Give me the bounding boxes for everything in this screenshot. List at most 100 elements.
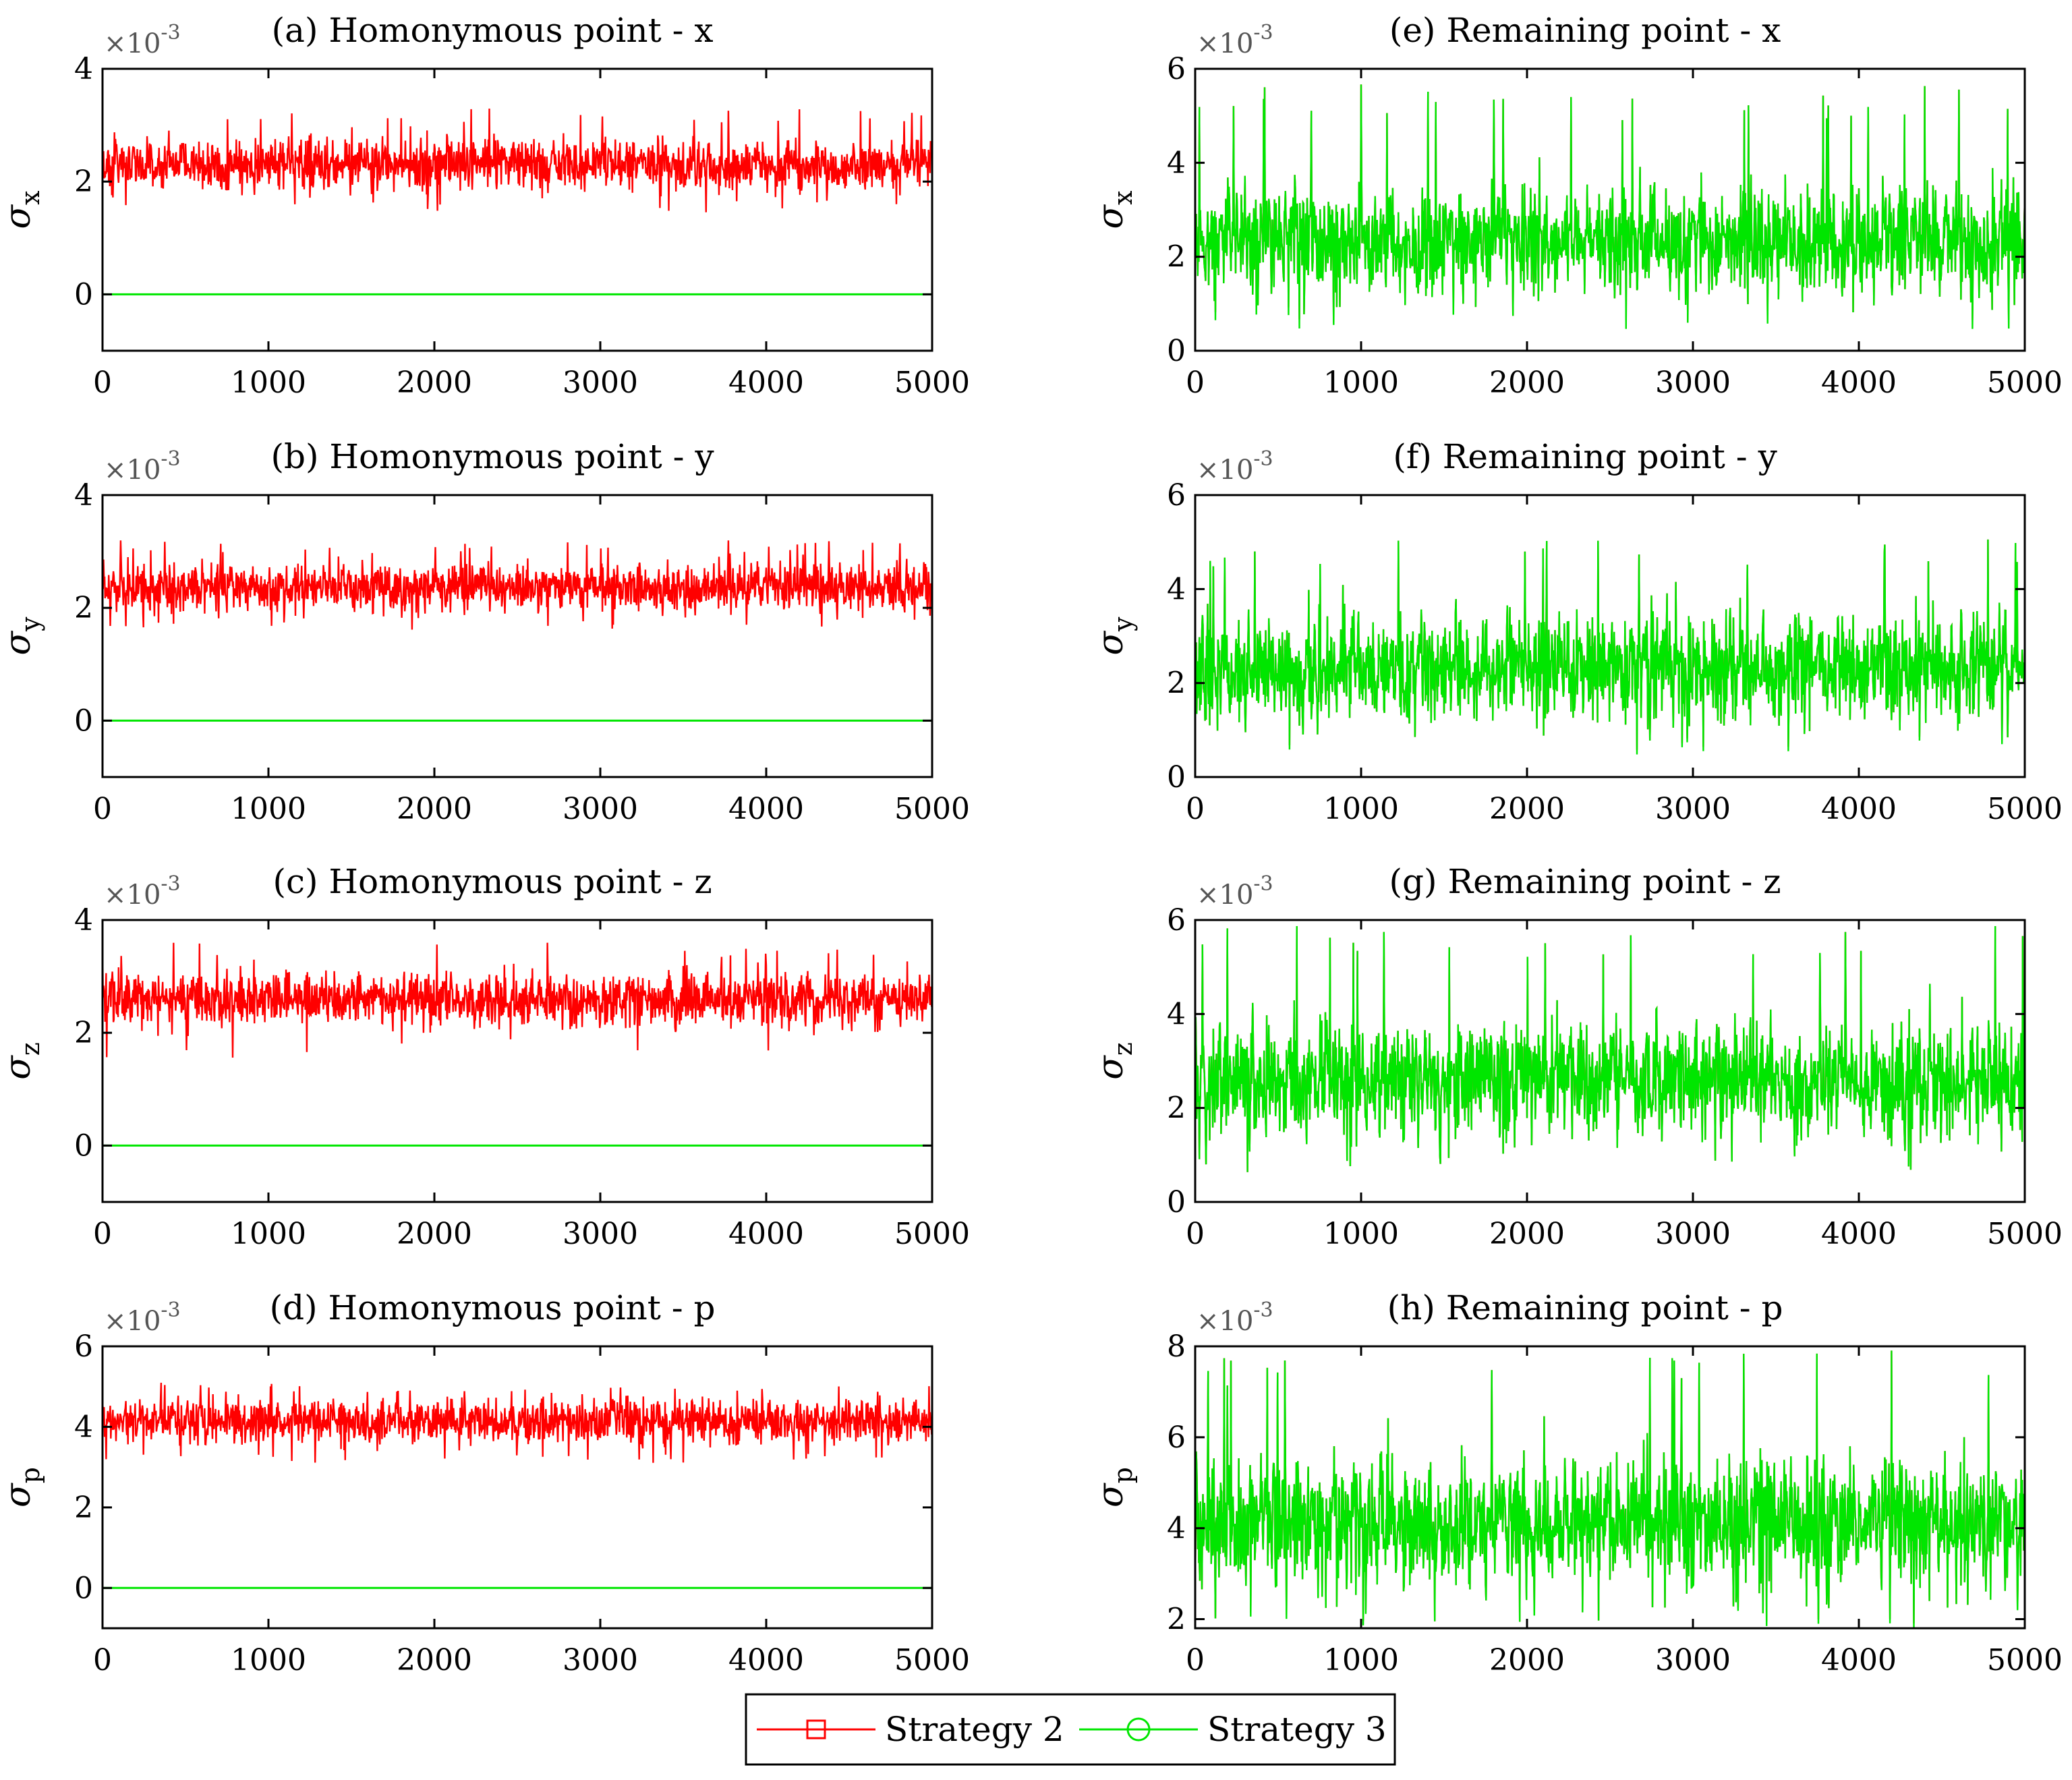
y-scale-exponent-d: -3	[161, 1298, 180, 1322]
axes-box-a	[101, 67, 933, 352]
y-axis-label-d: σp	[0, 1467, 45, 1508]
y-axis-symbol-g: σ	[1091, 1055, 1131, 1080]
y-axis-subscript-d: p	[16, 1467, 45, 1483]
y-scale-factor-a: ×10-3	[104, 21, 181, 59]
y-axis-label-a: σx	[0, 191, 45, 229]
axes-box-f	[1194, 494, 2026, 778]
y-tick-label-g-2: 2	[1167, 1091, 1186, 1126]
x-tick-label-f-3000: 3000	[1655, 792, 1731, 826]
legend-label-strategy-2: Strategy 2	[885, 1710, 1064, 1749]
x-tick-label-a-5000: 5000	[894, 366, 970, 400]
x-tick-label-h-4000: 4000	[1821, 1643, 1897, 1677]
y-scale-factor-g: ×10-3	[1197, 872, 1273, 911]
y-axis-label-b: σy	[0, 616, 45, 656]
y-axis-subscript-b: y	[16, 616, 45, 632]
y-axis-subscript-e: x	[1108, 191, 1138, 205]
y-axis-symbol-f: σ	[1091, 630, 1131, 655]
x-tick-label-c-3000: 3000	[563, 1217, 638, 1251]
y-tick-label-d-4: 4	[74, 1410, 93, 1444]
plot-area-e	[1195, 84, 2025, 329]
x-tick-label-d-0: 0	[93, 1643, 112, 1677]
y-scale-base-c: ×10	[104, 880, 161, 911]
y-scale-base-a: ×10	[104, 28, 161, 59]
legend-marker-square	[806, 1719, 826, 1740]
series-strategy-3-line-e	[1195, 84, 2025, 329]
y-tick-label-a-0: 0	[74, 277, 93, 312]
axes-box-g	[1194, 919, 2026, 1203]
y-tick-label-e-4: 4	[1167, 146, 1186, 180]
x-tick-label-g-0: 0	[1186, 1217, 1205, 1251]
chart-title-c: (c) Homonymous point - z	[272, 862, 712, 901]
y-tick-label-f-6: 6	[1167, 478, 1186, 513]
y-axis-symbol-a: σ	[0, 204, 38, 229]
y-scale-base-e: ×10	[1197, 28, 1253, 59]
plot-area-g	[1195, 925, 2025, 1172]
x-tick-label-b-1000: 1000	[231, 792, 306, 826]
plot-area-b	[103, 540, 932, 722]
x-tick-label-g-4000: 4000	[1821, 1217, 1897, 1251]
y-tick-label-a-2: 2	[74, 165, 93, 199]
y-scale-base-b: ×10	[104, 455, 161, 486]
chart-title-a: (a) Homonymous point - x	[272, 11, 714, 50]
panel-h: 0 1000 2000 3000 4000 5000 2 4 6 8 (h) Remaining p…	[1091, 1288, 2063, 1677]
chart-title-h: (h) Remaining point - p	[1387, 1288, 1783, 1327]
y-axis-symbol-h: σ	[1091, 1483, 1131, 1508]
y-tick-label-h-6: 6	[1167, 1420, 1186, 1455]
y-scale-factor-b: ×10-3	[104, 447, 181, 486]
y-axis-subscript-h: p	[1108, 1467, 1138, 1483]
y-tick-label-b-2: 2	[74, 591, 93, 625]
x-tick-label-c-2000: 2000	[397, 1217, 472, 1251]
x-tick-label-f-2000: 2000	[1489, 792, 1565, 826]
legend: Strategy 2 Strategy 3	[745, 1693, 1396, 1766]
y-tick-label-h-2: 2	[1167, 1603, 1186, 1637]
x-tick-label-f-0: 0	[1186, 792, 1205, 826]
x-tick-label-e-5000: 5000	[1987, 366, 2063, 400]
x-tick-label-b-5000: 5000	[894, 792, 970, 826]
panel-e: 0 1000 2000 3000 4000 5000 0 2 4 6 (e) Remaining p…	[1091, 11, 2063, 400]
series-strategy-2-line-b	[103, 540, 932, 630]
axes-box-c	[101, 919, 933, 1203]
chart-title-b: (b) Homonymous point - y	[271, 437, 715, 476]
x-tick-label-h-1000: 1000	[1323, 1643, 1399, 1677]
chart-title-f: (f) Remaining point - y	[1393, 437, 1777, 476]
y-tick-label-g-6: 6	[1167, 903, 1186, 938]
plot-area-h	[1195, 1350, 2025, 1628]
panel-b: 0 1000 2000 3000 4000 5000 0 2 4 (b) Homonymous p…	[0, 437, 970, 826]
panel-c: 0 1000 2000 3000 4000 5000 0 2 4 (c) Homonymous p…	[0, 862, 970, 1251]
panel-d: 0 1000 2000 3000 4000 5000 0 2 4 6 (d) Homonymous …	[0, 1288, 970, 1677]
y-tick-label-b-4: 4	[74, 478, 93, 513]
y-scale-exponent-e: -3	[1253, 21, 1273, 45]
y-tick-label-e-2: 2	[1167, 240, 1186, 275]
y-tick-label-f-4: 4	[1167, 572, 1186, 606]
x-tick-label-d-2000: 2000	[397, 1643, 472, 1677]
x-tick-label-a-3000: 3000	[563, 366, 638, 400]
series-strategy-2-line-a	[103, 108, 932, 212]
x-tick-label-a-1000: 1000	[231, 366, 306, 400]
x-tick-label-f-4000: 4000	[1821, 792, 1897, 826]
x-tick-label-h-0: 0	[1186, 1643, 1205, 1677]
x-tick-label-d-4000: 4000	[728, 1643, 804, 1677]
y-axis-label-e: σx	[1091, 191, 1138, 229]
y-axis-label-g: σz	[1091, 1042, 1138, 1080]
plot-area-d	[103, 1382, 932, 1589]
x-tick-label-h-5000: 5000	[1987, 1643, 2063, 1677]
y-scale-exponent-h: -3	[1253, 1298, 1273, 1322]
y-scale-exponent-b: -3	[161, 447, 180, 471]
x-tick-label-e-0: 0	[1186, 366, 1205, 400]
y-scale-exponent-a: -3	[161, 21, 180, 45]
y-tick-label-f-2: 2	[1167, 666, 1186, 701]
y-tick-label-b-0: 0	[74, 704, 93, 738]
y-tick-label-g-4: 4	[1167, 997, 1186, 1031]
x-tick-label-a-2000: 2000	[397, 366, 472, 400]
axes-box-e	[1194, 67, 2026, 352]
y-tick-label-e-0: 0	[1167, 334, 1186, 368]
panel-g: 0 1000 2000 3000 4000 5000 0 2 4 6 (g) Remaining p…	[1091, 862, 2063, 1251]
y-tick-label-d-2: 2	[74, 1491, 93, 1525]
chart-title-d: (d) Homonymous point - p	[270, 1288, 716, 1327]
x-tick-label-d-3000: 3000	[563, 1643, 638, 1677]
y-axis-symbol-d: σ	[0, 1483, 38, 1508]
y-axis-subscript-g: z	[1108, 1042, 1138, 1056]
x-tick-label-e-1000: 1000	[1323, 366, 1399, 400]
